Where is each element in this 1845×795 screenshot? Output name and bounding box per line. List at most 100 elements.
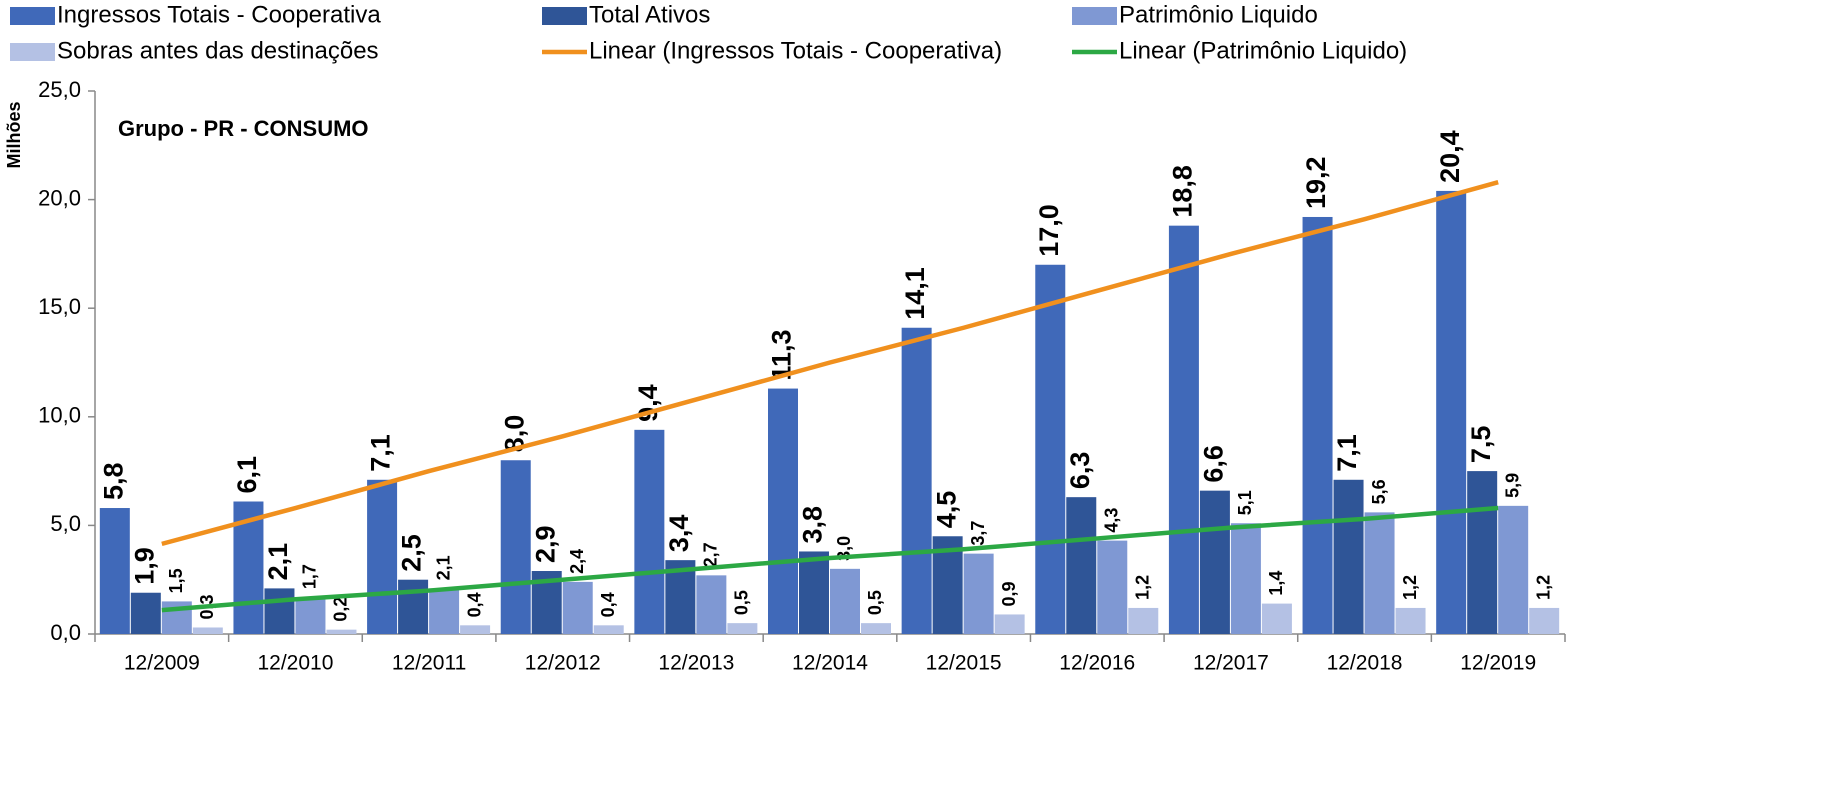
bar [367, 479, 398, 634]
bar [901, 327, 932, 634]
value-label: 1,2 [1133, 575, 1153, 600]
trend-line [161, 505, 1499, 613]
value-label: 3,8 [798, 506, 828, 544]
value-label: 4,5 [931, 491, 961, 529]
value-label: 2,4 [567, 549, 587, 574]
bar [1066, 497, 1097, 634]
x-tick-label: 12/2019 [1460, 652, 1536, 675]
bar [1333, 479, 1364, 634]
bar [1199, 490, 1230, 634]
bar [264, 588, 295, 634]
value-label: 20,4 [1435, 130, 1465, 183]
bar [593, 625, 624, 634]
legend-swatch [10, 7, 55, 25]
value-label: 7,1 [366, 434, 396, 472]
bar [398, 579, 429, 634]
bar [1128, 607, 1159, 634]
y-tick-label: 0,0 [50, 620, 81, 645]
bar [1097, 540, 1128, 634]
value-label: 7,1 [1332, 434, 1362, 472]
value-label: 2,9 [530, 525, 560, 563]
legend-label: Linear (Patrimônio Liquido) [1119, 37, 1407, 64]
value-label: 0,4 [598, 592, 618, 617]
bar [634, 429, 665, 634]
bar [1168, 225, 1199, 634]
value-label: 1,2 [1400, 575, 1420, 600]
legend-label: Linear (Ingressos Totais - Cooperativa) [589, 37, 1002, 64]
value-label: 1,4 [1266, 571, 1286, 596]
value-label: 2,5 [397, 534, 427, 572]
bar [562, 581, 593, 634]
value-label: 0,5 [732, 590, 752, 615]
legend-swatch [542, 7, 587, 25]
legend-label: Patrimônio Liquido [1119, 1, 1318, 28]
bar [1261, 603, 1292, 634]
bar [326, 629, 357, 634]
bar [727, 623, 758, 634]
bar [1436, 190, 1467, 635]
bar [429, 588, 460, 634]
value-label: 2,1 [433, 555, 453, 580]
value-label: 0,9 [999, 581, 1019, 606]
bar [861, 623, 891, 634]
bar [460, 625, 491, 634]
value-label: 5,6 [1369, 479, 1389, 504]
legend-label: Ingressos Totais - Cooperativa [57, 1, 381, 28]
x-tick-label: 12/2010 [257, 652, 333, 675]
value-label: 6,6 [1199, 445, 1229, 483]
bar [1529, 607, 1560, 634]
legend-swatch [1072, 7, 1117, 25]
x-tick-label: 12/2017 [1193, 652, 1269, 675]
value-label: 6,1 [232, 456, 262, 494]
y-tick-label: 25,0 [38, 77, 81, 102]
value-label: 4,3 [1102, 508, 1122, 533]
legend-label: Total Ativos [589, 1, 710, 28]
value-label: 5,8 [98, 462, 128, 500]
y-axis-label: Milhões [4, 101, 24, 168]
bar [963, 553, 994, 634]
value-label: 0,5 [865, 590, 885, 615]
x-tick-label: 12/2016 [1059, 652, 1135, 675]
chart-title: Grupo - PR - CONSUMO [118, 116, 369, 141]
y-tick-label: 15,0 [38, 294, 81, 319]
x-tick-label: 12/2009 [124, 652, 200, 675]
bar [696, 575, 727, 634]
bar [994, 614, 1025, 634]
y-tick-label: 10,0 [38, 403, 81, 428]
bar [1230, 523, 1261, 634]
value-label: 14,1 [900, 267, 930, 320]
value-label: 6,3 [1065, 452, 1095, 490]
bar [768, 388, 798, 634]
value-label: 1,7 [300, 564, 320, 589]
value-label: 18,8 [1168, 165, 1198, 218]
bar [500, 460, 531, 634]
value-label: 2,7 [701, 542, 721, 567]
bar [830, 568, 860, 634]
value-label: 5,1 [1235, 490, 1255, 515]
value-label: 3,4 [664, 515, 694, 553]
value-label: 7,5 [1466, 426, 1496, 464]
bar [1467, 471, 1498, 634]
value-label: 5,9 [1502, 473, 1522, 498]
value-label: 1,9 [129, 547, 159, 585]
bar [130, 592, 161, 634]
y-tick-label: 20,0 [38, 185, 81, 210]
bar [99, 508, 130, 634]
x-tick-label: 12/2013 [658, 652, 734, 675]
value-label: 0,4 [464, 592, 484, 617]
bar [1364, 512, 1395, 634]
bar [1498, 505, 1529, 634]
value-label: 1,2 [1533, 575, 1553, 600]
bar [1035, 264, 1066, 634]
x-tick-label: 12/2012 [525, 652, 601, 675]
bar [1302, 216, 1333, 634]
x-tick-label: 12/2014 [792, 652, 868, 675]
x-tick-label: 12/2018 [1327, 652, 1403, 675]
value-label: 19,2 [1301, 156, 1331, 209]
bar [192, 627, 223, 634]
legend-label: Sobras antes das destinações [57, 37, 379, 64]
y-tick-label: 5,0 [50, 511, 81, 536]
bar [799, 551, 829, 634]
trend-line [161, 180, 1499, 547]
